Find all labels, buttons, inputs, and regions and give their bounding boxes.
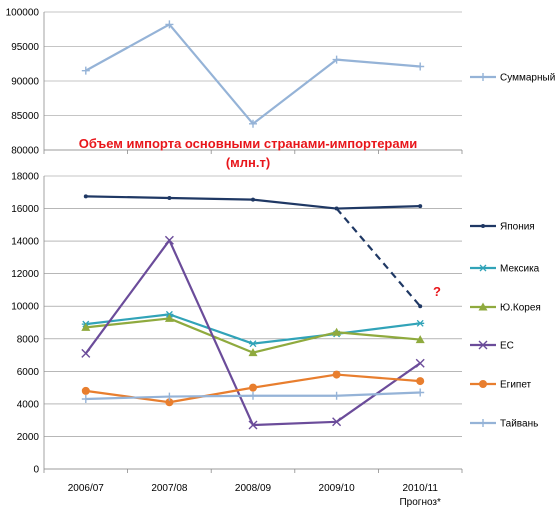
forecast-annotation: ?	[433, 284, 441, 299]
legend: Суммарный Япония Мексика Ю.Корея ЕС Египет Тай…	[470, 73, 555, 430]
legend-label: Мексика	[500, 264, 540, 275]
bottom-panel-y-tick-label: 8000	[17, 334, 40, 345]
data-point-Египет	[416, 377, 425, 386]
data-point-Ю.Корея	[332, 327, 342, 336]
data-point-ЕС	[332, 417, 342, 427]
bottom-panel-y-tick-label: 18000	[11, 172, 39, 183]
legend-label: Тайвань	[500, 419, 538, 430]
data-point-Тайвань	[165, 392, 174, 401]
data-point-Япония	[251, 197, 255, 202]
bottom-panel-y-tick-label: 16000	[11, 204, 39, 215]
data-point-Япония	[83, 194, 88, 199]
data-point-Суммарный	[332, 55, 341, 64]
top-panel-y-tick-label: 80000	[11, 146, 39, 157]
legend-label: Япония	[500, 222, 535, 233]
legend-marker-Тайвань	[479, 419, 487, 427]
data-point-Тайвань	[249, 391, 257, 400]
x-tick-label: 2009/10	[319, 483, 356, 494]
data-point-Мексика	[416, 319, 425, 327]
data-point-ЕС	[415, 358, 425, 368]
data-point-Ю.Корея	[415, 335, 425, 344]
legend-marker-Мексика	[479, 264, 487, 272]
x-tick-label: 2006/07	[68, 483, 105, 494]
legend-marker-Египет	[479, 380, 487, 388]
data-point-ЕС	[248, 420, 258, 430]
data-point-Тайвань	[81, 395, 90, 404]
data-point-Япония	[167, 195, 172, 200]
data-point-Тайвань	[416, 388, 425, 397]
legend-label: Суммарный	[500, 73, 555, 84]
data-point-Суммарный	[81, 66, 90, 75]
legend-label: ЕС	[500, 341, 514, 352]
legend-marker-Ю.Корея	[478, 302, 488, 311]
forecast-dashed-line	[335, 207, 422, 307]
data-point-Ю.Корея	[81, 322, 91, 331]
data-point-Суммарный	[165, 20, 174, 29]
data-point-Мексика	[249, 340, 257, 348]
data-point-Суммарный	[416, 62, 425, 71]
data-point-Тайвань	[332, 391, 341, 400]
x-tick-sublabel: Прогноз*	[399, 497, 441, 508]
x-tick-label: 2010/11	[402, 483, 438, 494]
legend-marker-Суммарный	[479, 73, 487, 81]
chart-title: Объем импорта основными странами-импорте…	[79, 136, 417, 151]
top-panel-y-tick-label: 95000	[11, 42, 39, 53]
legend-label: Ю.Корея	[500, 303, 541, 314]
x-tick-label: 2008/09	[235, 483, 272, 494]
bottom-panel: 0 2000 4000 6000 8000 10000 12000 14000 16000 180…	[11, 172, 463, 508]
top-panel: 80000 85000 90000 95000 100000	[6, 8, 463, 157]
series-line-Ю.Корея	[85, 317, 421, 354]
series-line-Суммарный	[85, 23, 421, 125]
data-point-ЕС	[164, 235, 174, 245]
bottom-panel-y-tick-label: 0	[33, 465, 39, 476]
top-panel-y-tick-label: 100000	[6, 8, 40, 19]
bottom-panel-y-tick-label: 10000	[11, 302, 39, 313]
data-point-Суммарный	[249, 119, 257, 128]
legend-marker-ЕС	[478, 340, 488, 350]
data-point-ЕС	[81, 348, 91, 358]
bottom-panel-y-tick-label: 14000	[11, 237, 39, 248]
data-point-Египет	[332, 370, 341, 379]
data-point-Ю.Корея	[164, 313, 174, 322]
data-point-Египет	[249, 383, 257, 392]
top-panel-y-tick-label: 85000	[11, 111, 39, 122]
bottom-panel-y-tick-label: 2000	[17, 432, 40, 443]
chart-title-units: (млн.т)	[226, 155, 270, 170]
data-point-Египет	[81, 386, 90, 395]
data-point-Япония	[418, 204, 423, 209]
series-line-Мексика	[85, 313, 421, 345]
data-point-Египет	[165, 398, 174, 407]
forecast-point	[418, 304, 423, 309]
legend-label: Египет	[500, 380, 532, 391]
bottom-panel-y-tick-label: 6000	[17, 367, 40, 378]
legend-marker-Япония	[481, 224, 485, 228]
data-point-Ю.Корея	[248, 348, 258, 357]
bottom-panel-y-tick-label: 4000	[17, 399, 40, 410]
x-tick-label: 2007/08	[151, 483, 188, 494]
bottom-panel-y-tick-label: 12000	[11, 269, 39, 280]
top-panel-y-tick-label: 90000	[11, 77, 39, 88]
